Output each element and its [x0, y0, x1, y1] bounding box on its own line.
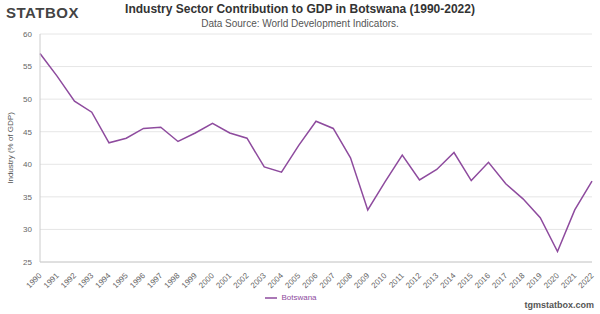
svg-text:2018: 2018	[508, 271, 527, 290]
svg-text:2007: 2007	[318, 271, 337, 290]
svg-text:45: 45	[23, 128, 32, 137]
svg-text:25: 25	[23, 258, 32, 267]
svg-text:1991: 1991	[42, 271, 61, 290]
svg-text:2017: 2017	[490, 271, 509, 290]
svg-text:2006: 2006	[301, 271, 320, 290]
svg-text:2001: 2001	[214, 271, 233, 290]
svg-text:2010: 2010	[370, 271, 389, 290]
svg-text:35: 35	[23, 193, 32, 202]
svg-text:2009: 2009	[352, 271, 371, 290]
svg-text:40: 40	[23, 160, 32, 169]
svg-text:50: 50	[23, 95, 32, 104]
svg-text:2016: 2016	[473, 271, 492, 290]
html-text:Industry Sector Contribution t: Industry Sector Contribution to GDP in B…	[125, 2, 475, 16]
svg-text:2000: 2000	[197, 271, 216, 290]
svg-text:1995: 1995	[111, 271, 130, 290]
svg-text:1999: 1999	[180, 271, 199, 290]
svg-text:1996: 1996	[128, 271, 147, 290]
svg-text:2014: 2014	[439, 271, 458, 290]
svg-text:2020: 2020	[542, 271, 561, 290]
svg-text:2008: 2008	[335, 271, 354, 290]
svg-text:2002: 2002	[232, 271, 251, 290]
svg-text:2019: 2019	[525, 271, 544, 290]
svg-text:1990: 1990	[25, 271, 44, 290]
svg-text:2004: 2004	[266, 271, 285, 290]
svg-text:60: 60	[23, 30, 32, 39]
svg-text:2005: 2005	[283, 271, 302, 290]
svg-text:55: 55	[23, 62, 32, 71]
html-text:STATBOX: STATBOX	[6, 4, 79, 21]
svg-text:1993: 1993	[76, 271, 95, 290]
svg-text:2013: 2013	[421, 271, 440, 290]
svg-text:2012: 2012	[404, 271, 423, 290]
svg-text:Industry (% of GDP): Industry (% of GDP)	[8, 112, 15, 184]
html-text:Data Source: World Development: Data Source: World Development Indicator…	[201, 18, 399, 29]
svg-text:2003: 2003	[249, 271, 268, 290]
svg-text:1994: 1994	[94, 271, 113, 290]
svg-text:1992: 1992	[59, 271, 78, 290]
svg-text:2021: 2021	[559, 271, 578, 290]
html-text:tgmstatbox.com: tgmstatbox.com	[524, 300, 594, 310]
svg-text:2011: 2011	[387, 271, 406, 290]
html-text:Botswana: Botswana	[281, 293, 317, 303]
svg-text:2015: 2015	[456, 271, 475, 290]
svg-text:30: 30	[23, 225, 32, 234]
svg-text:2022: 2022	[577, 271, 592, 290]
svg-text:1997: 1997	[145, 271, 164, 290]
svg-text:1998: 1998	[163, 271, 182, 290]
